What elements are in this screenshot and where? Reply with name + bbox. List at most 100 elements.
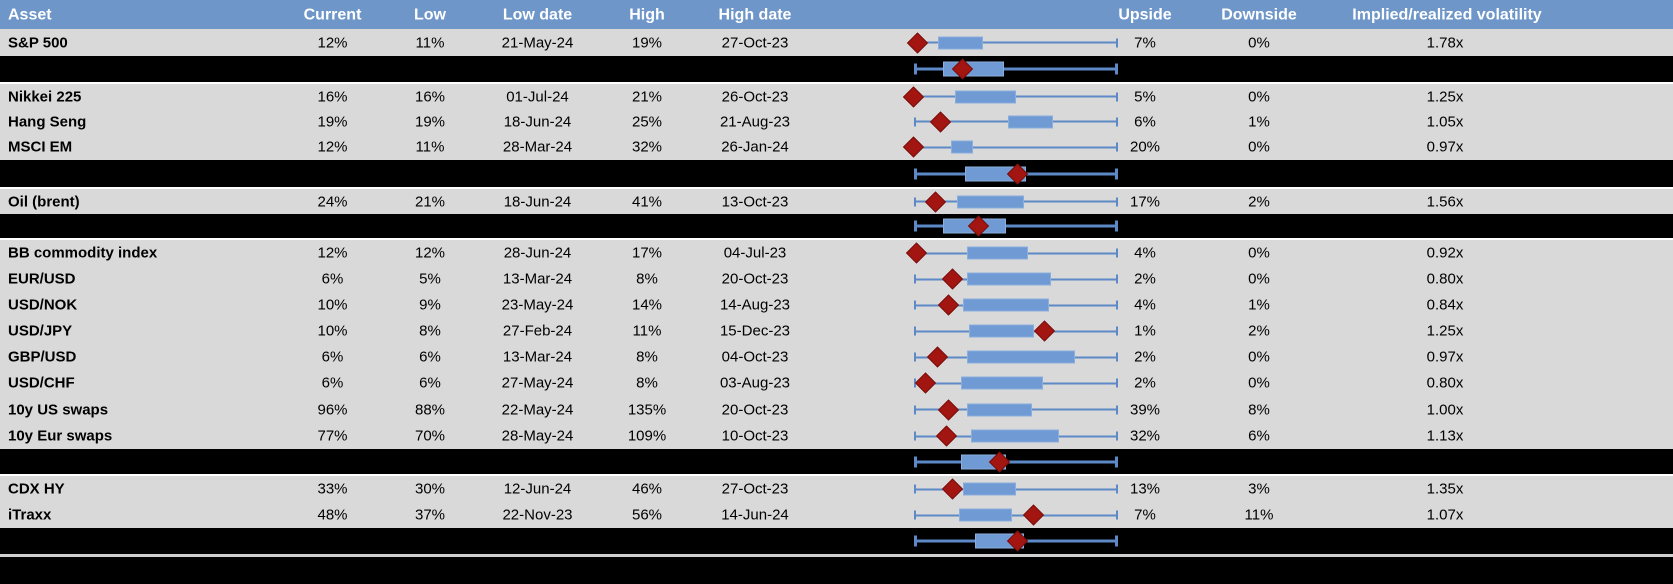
whisker-cap-right — [1116, 248, 1118, 258]
implied-realized-cell: 1.07x — [1426, 506, 1464, 524]
downside-cell: 0% — [1248, 244, 1270, 262]
interquartile-box — [962, 482, 1016, 496]
high-cell: 11% — [632, 322, 662, 340]
column-header-high-date: High date — [718, 6, 792, 23]
current-cell: 33% — [317, 480, 348, 498]
range-boxplot — [914, 294, 1118, 316]
column-header-upside: Upside — [1118, 6, 1172, 23]
high-date-cell: 14-Jun-24 — [721, 506, 789, 524]
low-date-cell: 18-Jun-24 — [503, 193, 572, 210]
interquartile-box — [956, 195, 1025, 208]
asset-name-cell: 10y US swaps — [8, 401, 109, 418]
range-boxplot — [902, 136, 1118, 158]
asset-row: USD/JPY 10% 8% 27-Feb-24 11% 15-Dec-23 1% 2% 1.2… — [0, 318, 1673, 344]
whisker-cap-right — [1115, 456, 1118, 467]
current-cell: 10% — [317, 322, 348, 340]
asset-row: 10y Eur swaps 77% 70% 28-May-24 109% 10-Oct-2… — [0, 423, 1673, 449]
range-boxplot — [914, 320, 1118, 342]
low-date-cell: 21-May-24 — [501, 34, 574, 51]
asset-name-cell: Oil (brent) — [8, 193, 80, 210]
whisker-cap-left — [914, 378, 916, 388]
high-cell: 109% — [627, 427, 667, 445]
interquartile-box — [960, 376, 1043, 390]
low-cell: 11% — [415, 34, 445, 51]
current-marker-diamond-icon — [941, 478, 963, 500]
whisker-cap-right — [1116, 38, 1118, 47]
asset-name-cell: EUR/USD — [8, 270, 76, 288]
high-cell: 32% — [631, 138, 663, 156]
asset-row: USD/NOK 10% 9% 23-May-24 14% 14-Aug-23 4% 1% 0.8… — [0, 292, 1673, 318]
whisker-cap-right — [1115, 535, 1118, 547]
low-cell: 70% — [414, 427, 446, 445]
low-date-cell: 28-Jun-24 — [503, 244, 572, 262]
asset-name-cell: Nikkei 225 — [8, 88, 82, 105]
current-cell: 6% — [321, 270, 344, 288]
low-cell: 37% — [414, 506, 446, 524]
high-cell: 25% — [631, 113, 663, 130]
whisker-cap-left — [914, 326, 916, 336]
range-boxplot — [906, 31, 1118, 54]
asset-name-cell: GBP/USD — [8, 348, 77, 366]
asset-name-cell: USD/CHF — [8, 374, 75, 392]
whisker-cap-left — [914, 168, 917, 179]
column-header-implied-realized-volatility: Implied/realized volatility — [1352, 6, 1542, 23]
low-cell: 16% — [414, 88, 446, 105]
whisker-cap-right — [1116, 326, 1118, 336]
table-body: S&P 500 12% 11% 21-May-24 19% 27-Oct-23 7% 0% 1.… — [0, 29, 1673, 584]
current-marker-diamond-icon — [902, 85, 925, 108]
range-boxplot — [914, 110, 1118, 133]
asset-row: BB commodity index 12% 12% 28-Jun-24 17% 04-J… — [0, 240, 1673, 266]
whisker-cap-right — [1116, 142, 1118, 152]
whisker-line — [914, 224, 1118, 228]
column-header-low-date: Low date — [502, 6, 573, 23]
high-cell: 21% — [631, 88, 663, 105]
downside-cell: 6% — [1248, 427, 1270, 445]
range-boxplot — [914, 215, 1118, 237]
current-cell: 6% — [321, 348, 344, 366]
current-cell: 19% — [317, 113, 348, 130]
high-cell: 41% — [631, 193, 663, 210]
upside-cell: 6% — [1134, 113, 1156, 130]
whisker-cap-right — [1116, 300, 1118, 310]
current-cell: 12% — [317, 244, 348, 262]
whisker-cap-left — [914, 484, 916, 494]
current-cell: 96% — [317, 401, 348, 418]
current-cell: 10% — [317, 296, 348, 314]
low-date-cell: 01-Jul-24 — [506, 88, 569, 105]
range-boxplot — [914, 478, 1118, 500]
downside-cell: 2% — [1248, 322, 1270, 340]
upside-cell: 20% — [1129, 138, 1161, 156]
summary-chart-row — [0, 56, 1673, 84]
range-boxplot — [914, 530, 1118, 552]
current-cell: 24% — [317, 193, 348, 210]
downside-cell: 2% — [1248, 193, 1270, 210]
current-cell: 6% — [321, 374, 344, 392]
upside-cell: 5% — [1134, 88, 1156, 105]
low-cell: 12% — [414, 244, 446, 262]
low-date-cell: 27-May-24 — [501, 374, 574, 392]
summary-chart-row — [0, 214, 1673, 240]
whisker-cap-right — [1115, 168, 1118, 179]
downside-cell: 11% — [1244, 506, 1274, 524]
whisker-cap-left — [914, 117, 916, 126]
whisker-cap-left — [914, 274, 916, 284]
whisker-cap-left — [914, 510, 916, 520]
low-date-cell: 12-Jun-24 — [503, 480, 572, 498]
implied-realized-cell: 1.35x — [1426, 480, 1464, 498]
low-date-cell: 13-Mar-24 — [502, 348, 573, 366]
implied-realized-cell: 0.84x — [1426, 296, 1464, 314]
high-date-cell: 15-Dec-23 — [719, 322, 791, 340]
whisker-cap-right — [1115, 220, 1118, 232]
whisker-cap-right — [1116, 510, 1118, 520]
low-cell: 30% — [414, 480, 446, 498]
high-date-cell: 26-Oct-23 — [721, 88, 789, 105]
low-cell: 11% — [415, 138, 445, 156]
asset-row: Hang Seng 19% 19% 18-Jun-24 25% 21-Aug-23 6% 1%… — [0, 109, 1673, 134]
whisker-line — [914, 460, 1118, 463]
asset-row: Oil (brent) 24% 21% 18-Jun-24 41% 13-Oct-23 17… — [0, 189, 1673, 214]
whisker-line — [914, 514, 1118, 516]
range-boxplot — [914, 58, 1118, 80]
high-date-cell: 26-Jan-24 — [721, 138, 789, 156]
high-cell: 46% — [631, 480, 663, 498]
high-date-cell: 03-Aug-23 — [719, 374, 791, 392]
